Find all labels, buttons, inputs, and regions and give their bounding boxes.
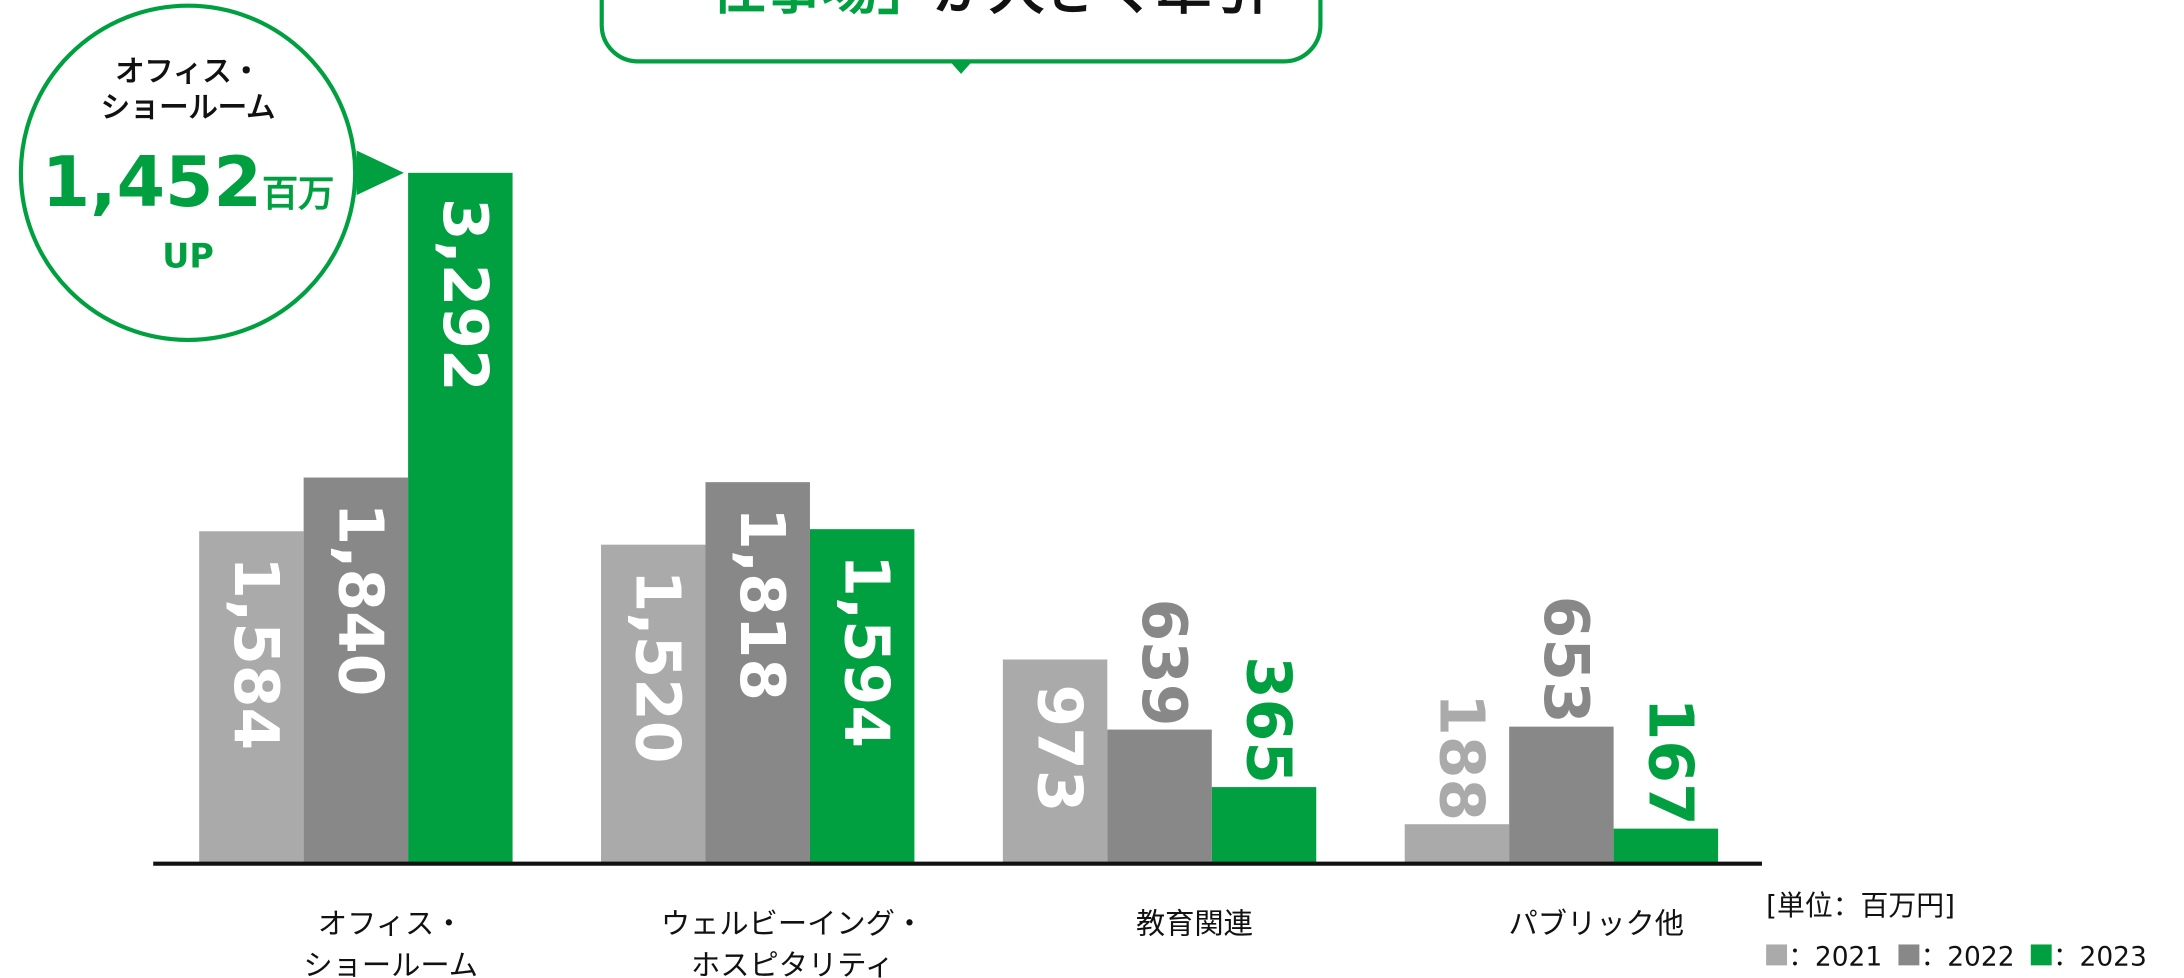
legend-label: ：2021 xyxy=(1788,941,1882,972)
value-label: 1,594 xyxy=(831,554,902,748)
category-label: 教育関連 xyxy=(1136,906,1253,940)
value-label: 653 xyxy=(1530,596,1601,724)
text-line: オフィス・ xyxy=(115,54,261,88)
bar xyxy=(199,531,304,864)
callout-category: オフィス・ショールーム xyxy=(101,54,276,124)
bar xyxy=(1613,828,1719,864)
category-label: ウェルビーイング・ホスピタリティ xyxy=(661,906,924,978)
legend-swatch xyxy=(1766,944,1788,966)
legend-swatch xyxy=(2030,944,2052,966)
value-label: 639 xyxy=(1128,599,1199,727)
headline-rest: が大きく牽引 xyxy=(933,0,1267,22)
text-line: オフィス・ xyxy=(318,906,464,940)
value-label: 3,292 xyxy=(429,198,500,392)
category-label: オフィス・ショールーム xyxy=(303,906,478,978)
bar xyxy=(809,529,915,864)
headline: 「仕事場」が大きく牽引 xyxy=(655,0,1268,22)
bar xyxy=(408,172,513,864)
category-label: パブリック他 xyxy=(1508,906,1684,940)
callout-note: UP xyxy=(162,237,214,276)
text-line: ショールーム xyxy=(303,948,478,978)
bar xyxy=(1211,787,1317,864)
bar xyxy=(1002,659,1108,864)
legend-swatch xyxy=(1898,944,1920,966)
value-label: 365 xyxy=(1232,656,1303,784)
bar xyxy=(1404,824,1510,864)
headline-pointer xyxy=(949,61,973,74)
bar xyxy=(303,477,409,864)
callout-unit: 百万 xyxy=(262,172,334,215)
bar xyxy=(705,482,810,864)
value-label: 1,584 xyxy=(220,556,291,750)
text-line: ホスピタリティ xyxy=(691,948,894,978)
bar xyxy=(601,544,706,864)
text-line: ウェルビーイング・ xyxy=(661,906,924,940)
value-label: 188 xyxy=(1425,693,1496,821)
callout-value: 1,452 xyxy=(42,142,262,223)
value-label: 1,840 xyxy=(324,503,395,697)
callout-value-line: 1,452百万 xyxy=(42,142,335,223)
bar xyxy=(1107,729,1212,864)
value-label: 1,818 xyxy=(726,507,797,701)
value-label: 973 xyxy=(1023,685,1094,813)
callout-circle xyxy=(18,3,358,343)
bar xyxy=(1509,726,1614,864)
legend-label: ：2022 xyxy=(1921,941,2015,972)
headline-highlight: 「仕事場」 xyxy=(655,0,934,22)
text-line: ショールーム xyxy=(101,90,276,124)
callout-pointer xyxy=(356,150,404,196)
value-label: 167 xyxy=(1634,698,1705,826)
legend-label: ：2023 xyxy=(2053,941,2147,972)
unit-label: [単位：百万円] xyxy=(1766,889,1955,922)
value-label: 1,520 xyxy=(622,570,693,764)
